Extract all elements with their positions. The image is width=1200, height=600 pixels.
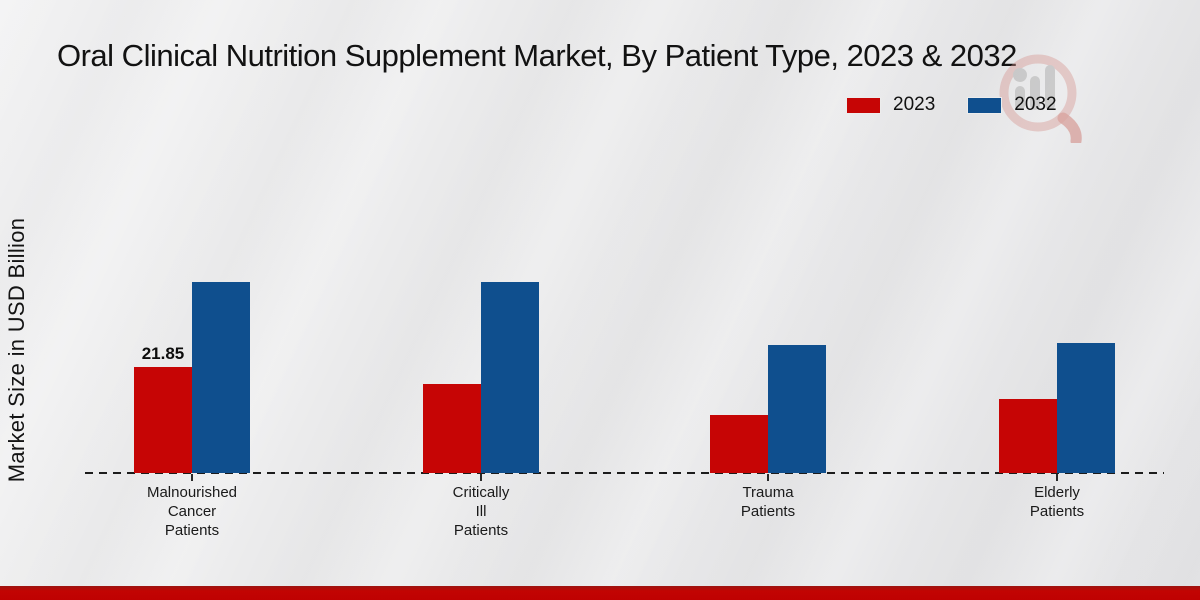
bar-2032-malnourished-cancer-patients [192,281,250,473]
legend-item-2032: 2032 [967,94,1057,116]
bar-2032-elderly-patients [1057,342,1115,473]
x-axis-tick [1056,474,1058,481]
bar-2023-critically-ill-patients [423,384,481,473]
legend-swatch-2023 [846,96,881,114]
legend-item-2023: 2023 [846,94,935,116]
chart-title: Oral Clinical Nutrition Supplement Marke… [57,38,1017,73]
magnifier-chart-logo-icon [999,54,1082,147]
legend-swatch-2032 [967,96,1003,114]
x-axis-label-critically-ill-patients: Critically Ill Patients [452,484,510,539]
bar-2032-critically-ill-patients [481,281,539,473]
x-axis-tick [480,474,482,481]
x-axis-tick [191,474,193,481]
bar-2023-malnourished-cancer-patients [134,367,192,473]
bar-2032-trauma-patients [768,344,826,473]
legend-label-2032: 2032 [1014,94,1057,115]
x-axis-label-elderly-patients: Elderly Patients [1029,484,1085,520]
mrfr-logo-watermark [993,48,1093,147]
x-axis-label-malnourished-cancer-patients: Malnourished Cancer Patients [146,484,238,539]
legend: 2023 2032 [846,94,1057,116]
legend-label-2023: 2023 [893,94,936,115]
x-axis-label-trauma-patients: Trauma Patients [740,484,796,520]
x-axis-tick [767,474,769,481]
bar-2023-elderly-patients [999,399,1057,473]
footer-band [0,586,1200,600]
bar-2023-trauma-patients [710,414,768,473]
x-axis-baseline [85,472,1164,474]
bar-value-label: 21.85 [141,344,185,363]
